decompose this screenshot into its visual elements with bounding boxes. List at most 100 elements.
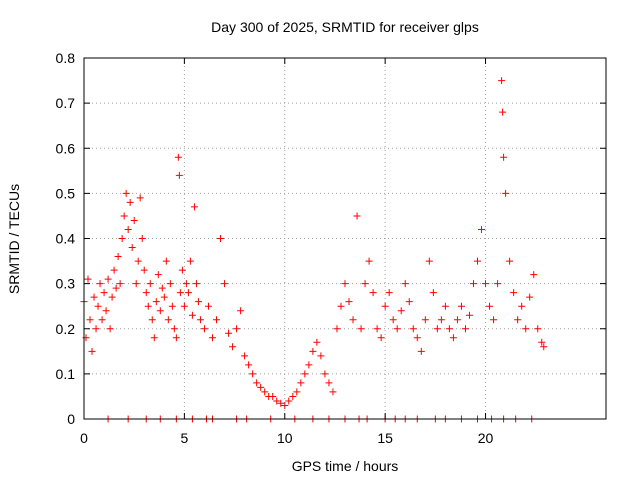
data-point bbox=[353, 212, 361, 220]
y-tick-label: 0.2 bbox=[56, 321, 76, 337]
data-point bbox=[500, 153, 508, 161]
y-tick-label: 0.8 bbox=[56, 50, 76, 66]
data-point bbox=[518, 302, 526, 310]
data-point bbox=[333, 325, 341, 333]
data-point bbox=[389, 316, 397, 324]
data-point bbox=[321, 370, 329, 378]
data-point bbox=[106, 325, 114, 333]
data-point bbox=[150, 334, 158, 342]
data-point bbox=[540, 343, 548, 351]
x-axis-label: GPS time / hours bbox=[292, 458, 399, 474]
x-tick-label: 20 bbox=[478, 430, 494, 446]
data-point bbox=[441, 302, 449, 310]
data-point bbox=[100, 289, 108, 297]
data-point bbox=[499, 108, 507, 116]
data-point bbox=[208, 334, 216, 342]
data-point bbox=[297, 379, 305, 387]
data-point bbox=[174, 153, 182, 161]
data-point bbox=[237, 307, 245, 315]
data-points bbox=[80, 77, 548, 423]
data-point bbox=[241, 352, 249, 360]
data-point bbox=[453, 316, 461, 324]
data-point bbox=[449, 334, 457, 342]
data-point bbox=[182, 280, 190, 288]
data-point bbox=[329, 388, 337, 396]
y-tick-label: 0.1 bbox=[56, 366, 76, 382]
data-point bbox=[401, 280, 409, 288]
data-point bbox=[269, 392, 277, 400]
data-point bbox=[196, 316, 204, 324]
data-point bbox=[221, 280, 229, 288]
data-point bbox=[124, 225, 132, 233]
data-point bbox=[538, 338, 546, 346]
data-point bbox=[293, 388, 301, 396]
data-point bbox=[148, 316, 156, 324]
data-point bbox=[305, 361, 313, 369]
data-point bbox=[337, 302, 345, 310]
data-point bbox=[126, 198, 134, 206]
data-point bbox=[144, 302, 152, 310]
data-point bbox=[397, 307, 405, 315]
data-point bbox=[273, 397, 281, 405]
data-point bbox=[341, 280, 349, 288]
data-point bbox=[245, 361, 253, 369]
data-point bbox=[120, 212, 128, 220]
data-point bbox=[474, 257, 482, 265]
y-tick-label: 0.5 bbox=[56, 185, 76, 201]
data-point bbox=[138, 235, 146, 242]
data-point bbox=[172, 334, 180, 342]
data-point bbox=[514, 316, 522, 324]
data-point bbox=[136, 194, 144, 202]
data-point bbox=[164, 316, 172, 324]
data-point bbox=[168, 302, 176, 310]
data-point bbox=[225, 329, 233, 337]
x-tick-label: 15 bbox=[377, 430, 393, 446]
data-point bbox=[192, 280, 200, 288]
data-point bbox=[461, 325, 469, 333]
x-tick-label: 5 bbox=[180, 430, 188, 446]
data-point bbox=[522, 325, 530, 333]
data-point bbox=[349, 316, 357, 324]
data-point bbox=[94, 302, 102, 310]
data-point bbox=[490, 316, 498, 324]
data-point bbox=[526, 293, 534, 301]
data-point bbox=[409, 325, 417, 333]
data-point bbox=[118, 235, 126, 242]
data-point bbox=[160, 293, 168, 301]
data-point bbox=[114, 253, 122, 261]
data-point bbox=[170, 325, 178, 333]
data-point bbox=[176, 289, 184, 297]
data-point bbox=[393, 325, 401, 333]
data-point bbox=[421, 316, 429, 324]
data-point bbox=[204, 302, 212, 310]
data-point bbox=[413, 334, 421, 342]
data-point bbox=[345, 298, 353, 306]
data-point bbox=[494, 280, 502, 288]
data-point bbox=[134, 257, 142, 265]
data-point bbox=[325, 379, 333, 387]
data-point bbox=[156, 307, 164, 315]
data-point bbox=[385, 289, 393, 297]
data-point bbox=[217, 235, 225, 242]
data-point bbox=[465, 311, 473, 319]
ticks: 0 0.1 0.2 0.3 0.4 0.5 0.6 0.7 0.8 0 5 10 15 20 bbox=[56, 50, 606, 446]
data-point bbox=[233, 325, 241, 333]
data-point bbox=[180, 302, 188, 310]
data-point bbox=[309, 347, 317, 355]
x-tick-label: 10 bbox=[277, 430, 293, 446]
y-axis-label: SRMTID / TECUs bbox=[6, 184, 22, 294]
data-point bbox=[152, 298, 160, 306]
data-point bbox=[90, 293, 98, 301]
data-point bbox=[190, 203, 198, 211]
data-point bbox=[365, 257, 373, 265]
data-point bbox=[417, 347, 425, 355]
data-point bbox=[253, 379, 261, 387]
data-point bbox=[257, 383, 265, 391]
data-point bbox=[285, 397, 293, 405]
data-point bbox=[175, 171, 183, 179]
data-point bbox=[301, 370, 309, 378]
data-point bbox=[381, 302, 389, 310]
data-point bbox=[186, 257, 194, 265]
